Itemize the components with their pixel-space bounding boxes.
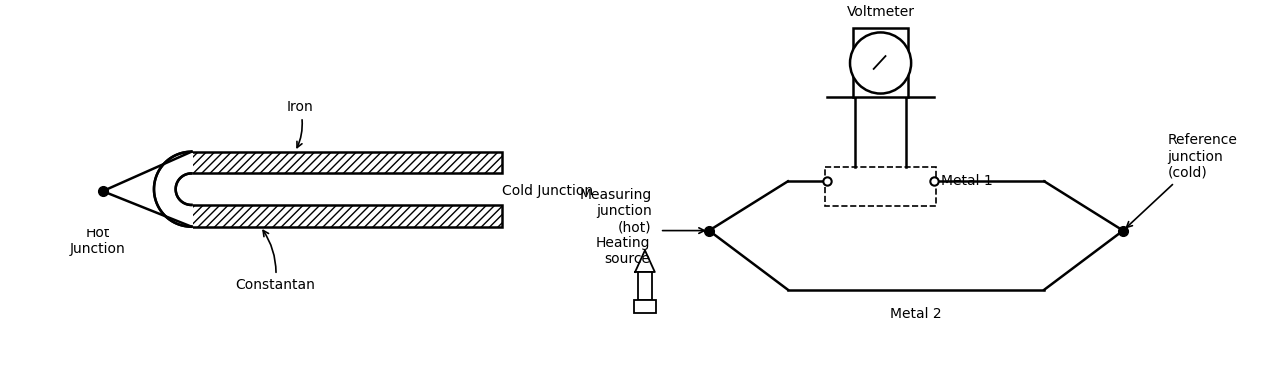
Text: Metal 2: Metal 2 [890, 307, 942, 322]
Text: Reference
junction
(cold): Reference junction (cold) [1126, 134, 1237, 228]
Circle shape [851, 33, 911, 94]
Text: Measuring
junction
(hot): Measuring junction (hot) [580, 188, 652, 234]
Bar [191, 205, 502, 227]
Bar [634, 300, 656, 313]
Text: Constantan: Constantan [235, 231, 316, 292]
Bar [191, 205, 502, 227]
Text: Iron: Iron [286, 100, 313, 148]
Bar [853, 28, 908, 98]
Bar [825, 166, 935, 206]
Text: Metal 1: Metal 1 [940, 174, 993, 188]
Bar [9, 150, 194, 229]
Bar [191, 152, 502, 174]
Text: Hot
Junction: Hot Junction [69, 226, 126, 256]
Bar [191, 152, 502, 174]
Text: Heating
source: Heating source [595, 236, 650, 266]
Bar [638, 272, 652, 300]
Text: Cold Junction: Cold Junction [502, 184, 593, 198]
Text: Voltmeter: Voltmeter [847, 5, 915, 18]
